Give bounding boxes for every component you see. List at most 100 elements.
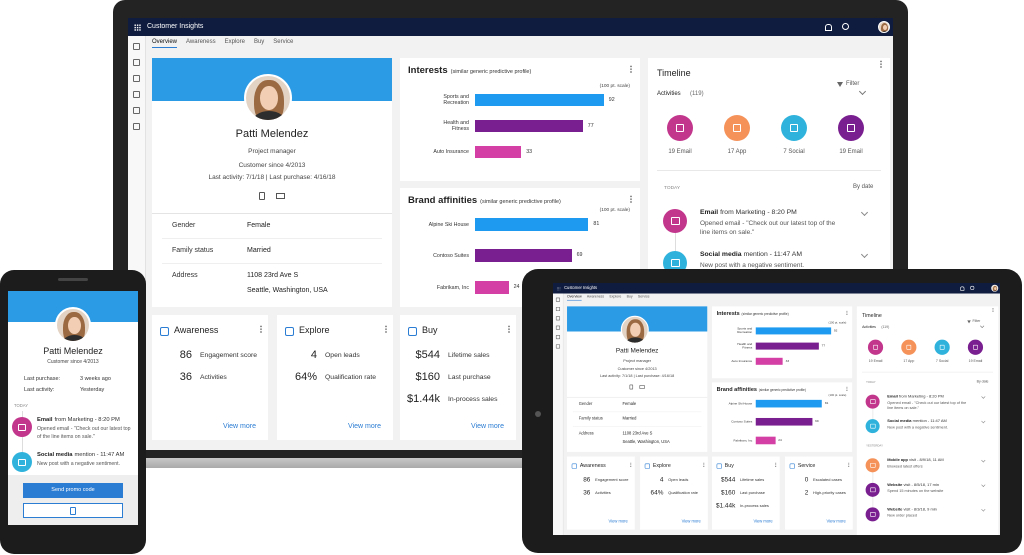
metric-value: $160 <box>720 489 736 497</box>
chevron[interactable] <box>860 208 869 217</box>
view-more-link[interactable]: View more <box>753 519 773 524</box>
avatar-body <box>252 110 286 120</box>
value-label: 69 <box>815 419 819 424</box>
chevron[interactable] <box>981 419 986 424</box>
sort-button[interactable]: By date <box>976 379 989 384</box>
view-more-link[interactable]: View more <box>471 423 504 430</box>
tab[interactable]: Service <box>273 39 294 45</box>
profile-card: Patti Melendez Project manager Customer si… <box>152 58 392 307</box>
tab[interactable]: Explore <box>609 295 622 299</box>
tab[interactable]: Overview <box>567 295 582 301</box>
tab[interactable]: Service <box>637 295 650 299</box>
filter-button[interactable]: Filter <box>846 81 860 87</box>
app-launcher[interactable] <box>556 286 561 291</box>
view-more-link[interactable]: View more <box>223 423 256 430</box>
nav-icon[interactable] <box>555 335 561 340</box>
activity-summary-icon[interactable] <box>867 339 884 355</box>
chart-subtitle: (similar generic predictive profile) <box>450 69 532 75</box>
nav-icon[interactable] <box>555 297 561 302</box>
timeline-icon <box>865 458 880 473</box>
field-label: Gender <box>578 402 593 407</box>
tab[interactable]: Buy <box>253 39 265 45</box>
category-label: Auto Insurance <box>731 359 753 364</box>
metric-value: 36 <box>179 371 192 383</box>
timeline-icon <box>865 482 880 497</box>
chevron[interactable] <box>981 482 986 487</box>
chart-card: Brand affinities (similar generic predict… <box>400 188 640 307</box>
filter-icon[interactable] <box>967 320 971 324</box>
timeline-connector <box>872 489 873 515</box>
scale-label: (100 pt. scale) <box>828 394 847 397</box>
metric-label: Qualification rate <box>668 491 698 496</box>
scale-label: (100 pt. scale) <box>599 84 630 89</box>
app-launcher[interactable] <box>134 24 141 31</box>
chevron[interactable] <box>860 250 869 259</box>
activity-summary-icon[interactable] <box>667 115 693 141</box>
chart-title: Interests <box>408 65 448 76</box>
promo-button[interactable]: Send promo code <box>23 483 123 498</box>
tab[interactable]: Awareness <box>186 39 216 45</box>
nav-icon[interactable] <box>555 325 561 330</box>
bell-icon[interactable] <box>825 24 832 31</box>
chevron[interactable] <box>981 507 986 512</box>
mail-icon[interactable] <box>276 193 285 199</box>
nav-icon[interactable] <box>133 75 140 82</box>
activity-summary-label: 19 Email <box>968 359 983 364</box>
nav-icon[interactable] <box>133 123 140 130</box>
nav-icon[interactable] <box>133 43 140 50</box>
view-more-link[interactable]: View more <box>826 519 846 524</box>
nav-icon[interactable] <box>133 91 140 98</box>
activity-summary-icon[interactable] <box>781 115 807 141</box>
chevron[interactable] <box>858 87 867 96</box>
chevron[interactable] <box>980 323 985 329</box>
nav-icon[interactable] <box>133 107 140 114</box>
mail-icon[interactable] <box>639 385 645 389</box>
bell-icon[interactable] <box>960 286 965 291</box>
timeline-title: Timeline <box>862 312 882 319</box>
settings-icon[interactable] <box>970 285 975 291</box>
activity-summary-icon[interactable] <box>901 339 917 355</box>
activity-summary-icon[interactable] <box>724 115 750 141</box>
card-icon <box>716 463 722 469</box>
timeline-connector <box>872 465 873 490</box>
nav-icon[interactable] <box>555 306 561 312</box>
group-label: TODAY <box>14 403 29 408</box>
activity-summary-icon[interactable] <box>934 339 950 355</box>
activities-label: Activities <box>657 91 681 97</box>
chevron[interactable] <box>981 458 986 463</box>
phone-icon[interactable] <box>629 384 634 390</box>
nav-icon[interactable] <box>555 344 561 349</box>
value-label: 33 <box>526 149 533 155</box>
phone-icon[interactable] <box>259 192 265 200</box>
activity-summary-icon[interactable] <box>838 115 864 141</box>
filter-icon[interactable] <box>837 82 843 87</box>
nav-icon[interactable] <box>133 59 140 66</box>
filter-button[interactable]: Filter <box>972 319 981 324</box>
nav-icon[interactable] <box>555 316 561 321</box>
avatar-body <box>880 30 889 32</box>
metric-value: $1.44k <box>716 502 736 510</box>
icon-glyph <box>870 399 876 404</box>
call-button[interactable] <box>23 503 123 518</box>
view-more-link[interactable]: View more <box>608 519 628 524</box>
item-detail: mention - 11:47 AM <box>74 452 125 458</box>
activity-summary-icon[interactable] <box>967 339 984 355</box>
tab[interactable]: Explore <box>224 39 245 45</box>
tab[interactable]: Overview <box>152 39 178 48</box>
item-title: Website <box>887 507 903 512</box>
chevron[interactable] <box>981 394 986 399</box>
tab[interactable]: Awareness <box>586 295 605 299</box>
item-title: Social media <box>887 419 912 424</box>
item-title: Social media <box>700 251 742 258</box>
timeline-icon <box>12 452 32 472</box>
settings-icon[interactable] <box>842 23 849 30</box>
icon-glyph <box>847 124 855 132</box>
metric-value: $544 <box>415 349 440 361</box>
card-title: Awareness <box>174 325 219 335</box>
tab[interactable]: Buy <box>626 295 633 299</box>
timeline-card: Timeline Filter Activities (119) 19 Email 17 … <box>856 306 999 535</box>
view-more-link[interactable]: View more <box>681 519 701 524</box>
icon-glyph <box>870 487 876 493</box>
view-more-link[interactable]: View more <box>348 423 381 430</box>
sort-button[interactable]: By date <box>853 184 874 190</box>
